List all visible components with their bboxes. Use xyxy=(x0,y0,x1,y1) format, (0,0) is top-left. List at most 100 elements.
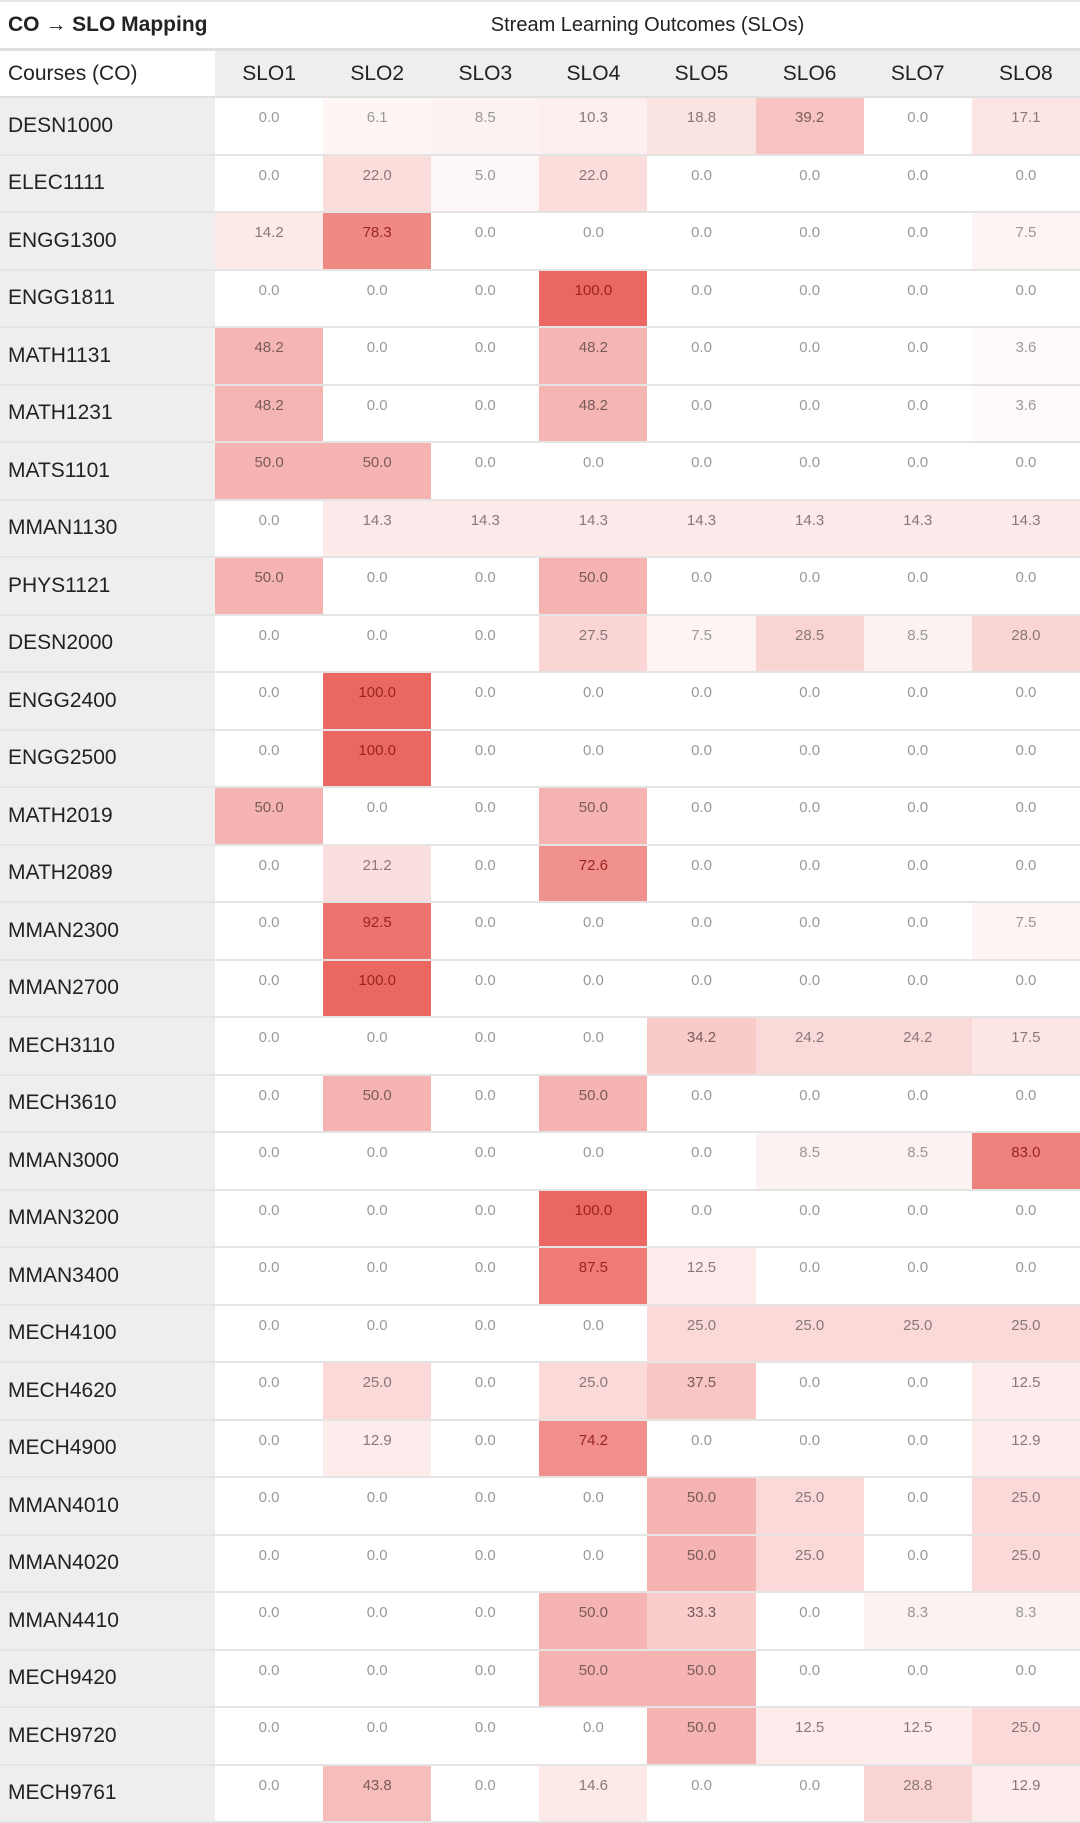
heatmap-cell: 0.0 xyxy=(323,1592,432,1651)
heatmap-cell: 0.0 xyxy=(215,1534,324,1593)
heatmap-cell: 0.0 xyxy=(431,1649,540,1708)
heatmap-cell: 0.0 xyxy=(647,154,756,213)
heatmap-cell: 0.0 xyxy=(431,729,540,788)
table-row: MATH1131 48.2 0.0 0.0 48.2 0.0 0.0 0.0 3.6 xyxy=(0,327,1080,386)
heatmap-cell: 0.0 xyxy=(863,1534,972,1593)
heatmap-cell: 0.0 xyxy=(971,729,1080,788)
heatmap-cell: 0.0 xyxy=(431,1362,540,1421)
heatmap-cell: 14.3 xyxy=(323,499,432,558)
table-row: MECH4100 0.0 0.0 0.0 0.0 25.0 25.0 25.0 25.0 xyxy=(0,1304,1080,1363)
heatmap-cell: 74.2 xyxy=(539,1419,648,1478)
heatmap-cell: 0.0 xyxy=(431,1764,540,1823)
heatmap-cell: 50.0 xyxy=(647,1534,756,1593)
heatmap-cell: 0.0 xyxy=(323,1707,432,1766)
heatmap-cell: 0.0 xyxy=(971,154,1080,213)
heatmap-cell: 0.0 xyxy=(539,1707,648,1766)
course-label: ENGG1300 xyxy=(0,212,216,271)
heatmap-cell: 0.0 xyxy=(215,729,324,788)
heatmap-cell: 0.0 xyxy=(971,1247,1080,1306)
heatmap-cell: 0.0 xyxy=(863,442,972,501)
heatmap-cell: 0.0 xyxy=(431,1534,540,1593)
heatmap-cell: 0.0 xyxy=(755,902,864,961)
heatmap-cell: 14.3 xyxy=(971,499,1080,558)
table-row: MMAN3000 0.0 0.0 0.0 0.0 0.0 8.5 8.5 83.0 xyxy=(0,1132,1080,1191)
heatmap-cell: 0.0 xyxy=(431,557,540,616)
heatmap-cell: 22.0 xyxy=(539,154,648,213)
heatmap-cell: 0.0 xyxy=(215,1707,324,1766)
heatmap-cell: 0.0 xyxy=(863,269,972,328)
heatmap-cell: 39.2 xyxy=(755,97,864,156)
course-label: MMAN4410 xyxy=(0,1592,216,1651)
heatmap-cell: 0.0 xyxy=(431,614,540,673)
heatmap-cell: 0.0 xyxy=(215,1247,324,1306)
heatmap-cell: 0.0 xyxy=(539,442,648,501)
heatmap-cell: 87.5 xyxy=(539,1247,648,1306)
heatmap-cell: 0.0 xyxy=(863,787,972,846)
heatmap-cell: 0.0 xyxy=(647,729,756,788)
heatmap-cell: 24.2 xyxy=(755,1017,864,1076)
heatmap-cell: 0.0 xyxy=(647,384,756,443)
column-header-slo3: SLO3 xyxy=(431,49,540,98)
heatmap-cell: 0.0 xyxy=(539,1132,648,1191)
column-header-slo6: SLO6 xyxy=(755,49,864,98)
heatmap-cell: 25.0 xyxy=(971,1534,1080,1593)
heatmap-cell: 14.2 xyxy=(215,212,324,271)
heatmap-cell: 14.3 xyxy=(755,499,864,558)
heatmap-cell: 50.0 xyxy=(539,1649,648,1708)
heatmap-cell: 0.0 xyxy=(431,1707,540,1766)
heatmap-cell: 0.0 xyxy=(755,729,864,788)
table-row: MMAN1130 0.0 14.3 14.3 14.3 14.3 14.3 14.3 14.3 xyxy=(0,499,1080,558)
course-label: ELEC1111 xyxy=(0,154,216,213)
heatmap-cell: 17.1 xyxy=(971,97,1080,156)
heatmap-cell: 0.0 xyxy=(323,1017,432,1076)
heatmap-cell: 0.0 xyxy=(755,1362,864,1421)
heatmap-cell: 48.2 xyxy=(539,384,648,443)
heatmap-cell: 25.0 xyxy=(539,1362,648,1421)
table-row: MECH9720 0.0 0.0 0.0 0.0 50.0 12.5 12.5 25.0 xyxy=(0,1707,1080,1766)
heatmap-cell: 0.0 xyxy=(971,269,1080,328)
course-label: MMAN2300 xyxy=(0,902,216,961)
heatmap-cell: 0.0 xyxy=(863,1074,972,1133)
heatmap-cell: 25.0 xyxy=(755,1534,864,1593)
heatmap-cell: 50.0 xyxy=(323,1074,432,1133)
heatmap-cell: 0.0 xyxy=(539,1477,648,1536)
heatmap-cell: 0.0 xyxy=(431,787,540,846)
heatmap-cell: 78.3 xyxy=(323,212,432,271)
heatmap-cell: 0.0 xyxy=(431,212,540,271)
heatmap-cell: 0.0 xyxy=(323,1649,432,1708)
table-row: ENGG1300 14.2 78.3 0.0 0.0 0.0 0.0 0.0 7.5 xyxy=(0,212,1080,271)
heatmap-cell: 0.0 xyxy=(323,1477,432,1536)
heatmap-cell: 28.0 xyxy=(971,614,1080,673)
heatmap-cell: 0.0 xyxy=(323,1247,432,1306)
heatmap-cell: 50.0 xyxy=(539,1592,648,1651)
heatmap-cell: 0.0 xyxy=(323,327,432,386)
heatmap-cell: 0.0 xyxy=(431,1189,540,1248)
heatmap-cell: 14.3 xyxy=(647,499,756,558)
column-header-slo7: SLO7 xyxy=(863,49,972,98)
heatmap-cell: 0.0 xyxy=(215,959,324,1018)
heatmap-cell: 12.9 xyxy=(971,1419,1080,1478)
heatmap-cell: 0.0 xyxy=(647,959,756,1018)
heatmap-cell: 3.6 xyxy=(971,384,1080,443)
course-label: ENGG2400 xyxy=(0,672,216,731)
heatmap-cell: 0.0 xyxy=(215,154,324,213)
heatmap-cell: 0.0 xyxy=(431,384,540,443)
heatmap-cell: 0.0 xyxy=(755,1189,864,1248)
heatmap-cell: 25.0 xyxy=(971,1477,1080,1536)
table-row: MMAN2300 0.0 92.5 0.0 0.0 0.0 0.0 0.0 7.5 xyxy=(0,902,1080,961)
heatmap-cell: 12.9 xyxy=(323,1419,432,1478)
table-row: MATS1101 50.0 50.0 0.0 0.0 0.0 0.0 0.0 0.0 xyxy=(0,442,1080,501)
heatmap-cell: 0.0 xyxy=(323,1304,432,1363)
heatmap-cell: 0.0 xyxy=(863,1419,972,1478)
heatmap-cell: 25.0 xyxy=(323,1362,432,1421)
heatmap-cell: 0.0 xyxy=(647,1189,756,1248)
heatmap-cell: 14.3 xyxy=(863,499,972,558)
heatmap-cell: 50.0 xyxy=(215,787,324,846)
heatmap-cell: 8.5 xyxy=(863,614,972,673)
heatmap-cell: 0.0 xyxy=(323,1189,432,1248)
table-row: MMAN4410 0.0 0.0 0.0 50.0 33.3 0.0 8.3 8.3 xyxy=(0,1592,1080,1651)
heatmap-cell: 0.0 xyxy=(755,844,864,903)
course-label: MECH4900 xyxy=(0,1419,216,1478)
heatmap-cell: 0.0 xyxy=(431,1477,540,1536)
heatmap-cell: 0.0 xyxy=(863,557,972,616)
